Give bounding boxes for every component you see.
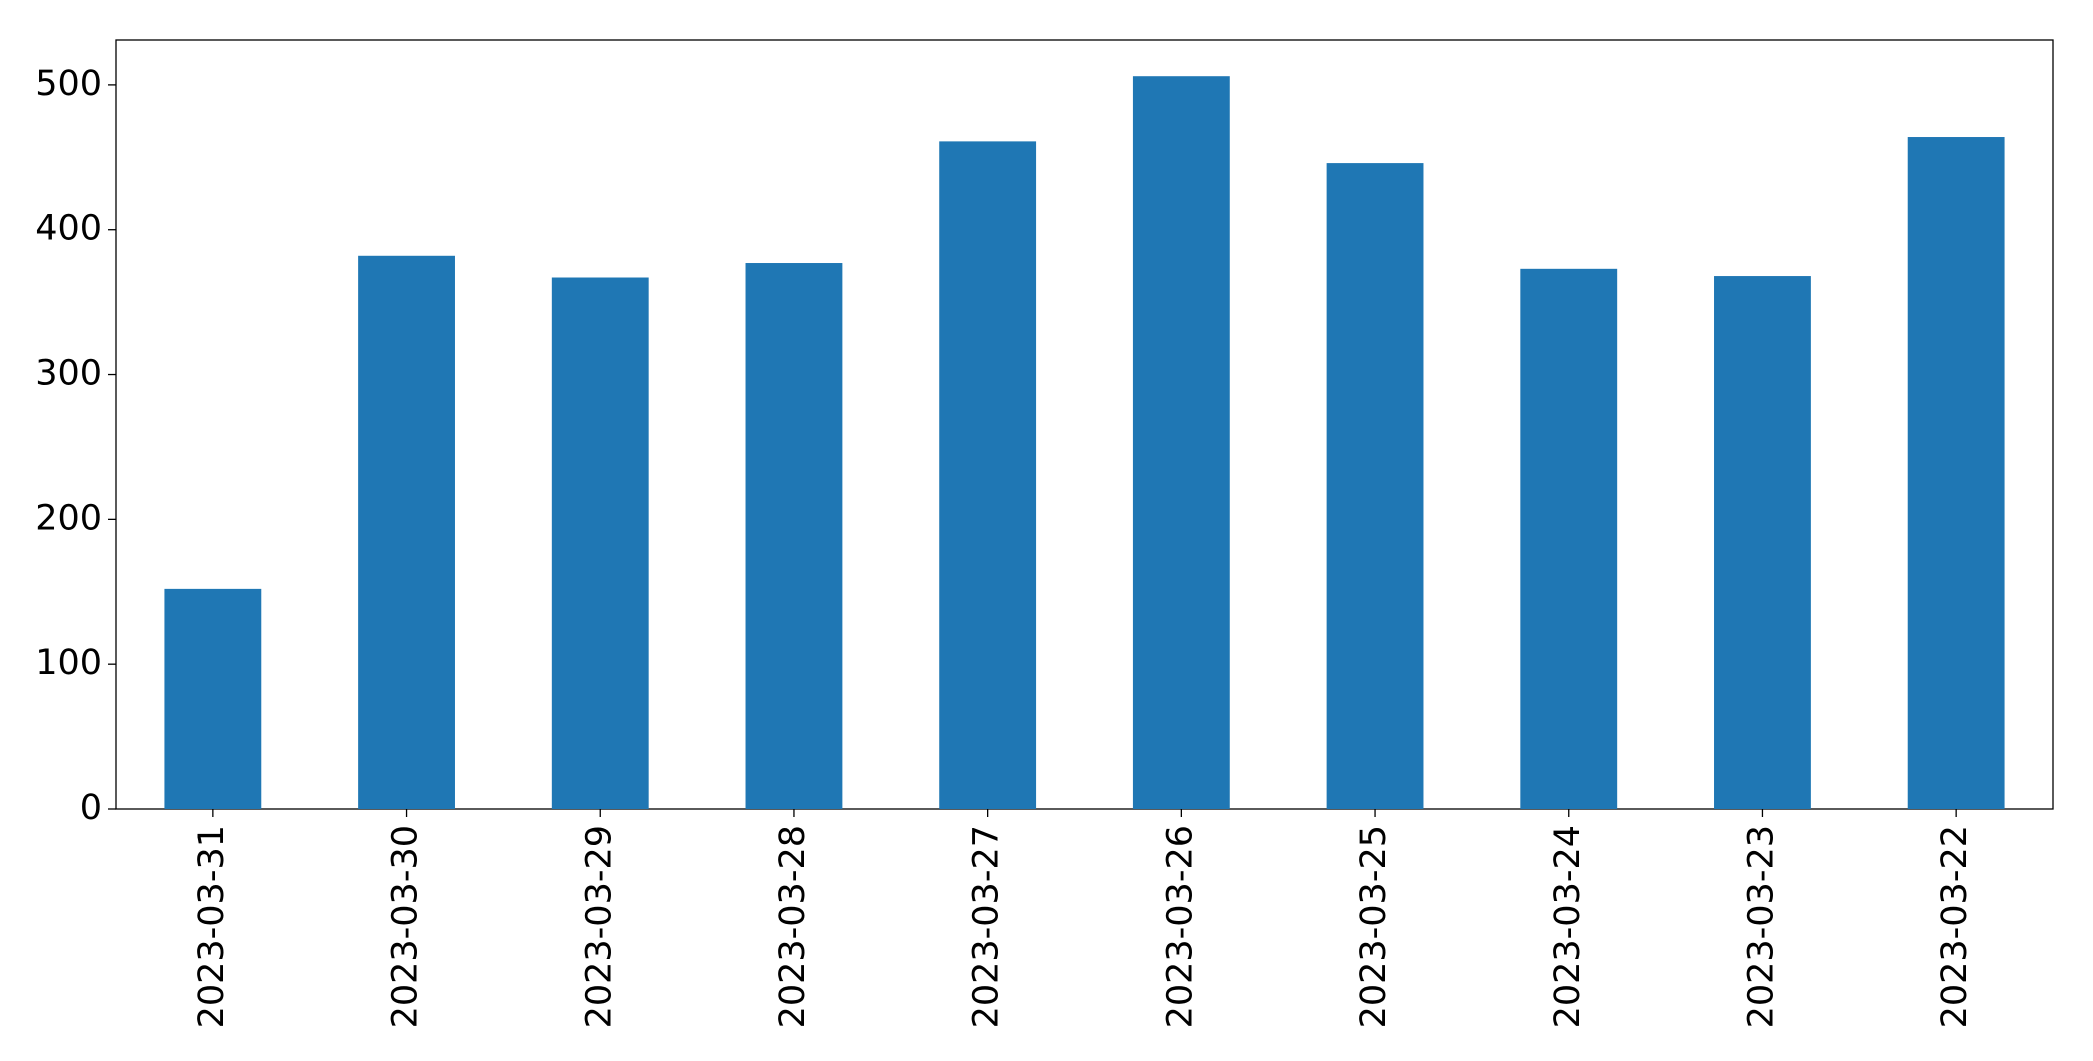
bar (1132, 76, 1230, 810)
y-tick-label: 200 (35, 498, 102, 538)
y-tick-label: 300 (35, 354, 102, 394)
bar (164, 588, 262, 809)
bar (939, 141, 1037, 810)
bar (1520, 268, 1618, 809)
y-tick-label: 400 (35, 209, 102, 249)
plot-frame (115, 39, 2054, 810)
bar (1326, 163, 1424, 810)
x-tick-label: 2023-03-25 (1354, 825, 1394, 1028)
x-tick-label: 2023-03-23 (1741, 825, 1781, 1028)
y-tick-label: 0 (80, 788, 102, 828)
bar (1714, 276, 1811, 810)
x-tick-label: 2023-03-27 (967, 825, 1007, 1028)
x-tick-label: 2023-03-24 (1548, 825, 1588, 1028)
y-tick-label: 100 (35, 643, 102, 683)
bar (1907, 137, 2005, 809)
bar (358, 255, 455, 809)
bar (745, 263, 843, 809)
x-tick-label: 2023-03-26 (1160, 825, 1200, 1028)
x-tick-label: 2023-03-22 (1935, 825, 1975, 1028)
bar (551, 277, 649, 809)
x-tick-label: 2023-03-29 (579, 825, 619, 1028)
y-tick-label: 500 (35, 64, 102, 104)
x-tick-label: 2023-03-30 (386, 825, 426, 1028)
x-tick-label: 2023-03-31 (192, 825, 232, 1028)
x-tick-label: 2023-03-28 (773, 825, 813, 1028)
